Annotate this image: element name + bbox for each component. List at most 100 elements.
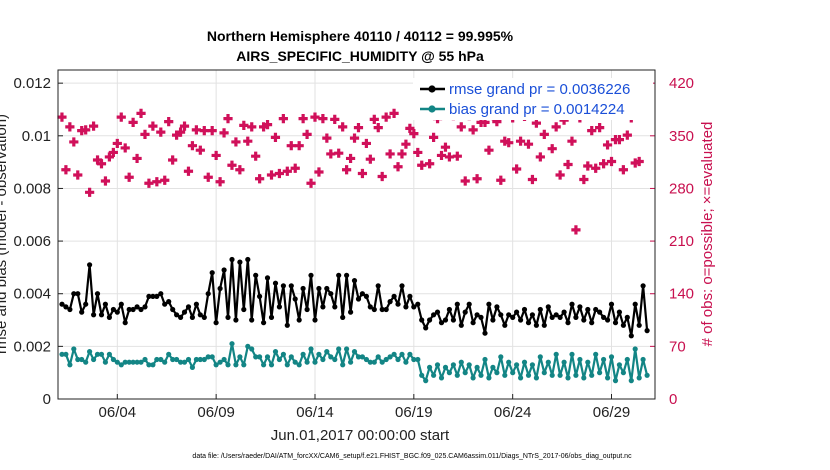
rmse-point — [225, 314, 231, 320]
rmse-point — [438, 320, 445, 326]
obs-count-point — [472, 174, 482, 184]
bias-point — [162, 359, 168, 365]
rmse-point — [264, 275, 271, 281]
bias-point — [565, 375, 571, 381]
bias-point — [624, 356, 630, 363]
data-file-footnote: data file: /Users/raeder/DAI/ATM_forcXX/… — [192, 453, 632, 460]
obs-count-point — [148, 121, 158, 131]
bias-point — [506, 359, 512, 365]
bias-point — [189, 364, 195, 370]
obs-count-point — [235, 165, 245, 175]
bias-point — [71, 346, 77, 352]
y-axis-right-label: # of obs: o=possible; ×=evaluated — [699, 122, 716, 347]
rmse-point — [237, 259, 243, 265]
obs-count-point — [215, 177, 225, 187]
rmse-point — [332, 304, 338, 310]
bias-point — [620, 370, 627, 376]
bias-point — [63, 351, 69, 357]
rmse-point — [268, 314, 275, 320]
rmse-point — [450, 317, 456, 323]
rmse-point — [363, 293, 369, 299]
obs-count-point — [266, 170, 277, 180]
obs-count-point — [322, 133, 332, 143]
rmse-point — [233, 317, 239, 323]
rmse-point — [241, 306, 247, 313]
obs-count-point — [310, 112, 320, 122]
rmse-point — [328, 291, 334, 297]
y-tick-label: 0.004 — [13, 286, 51, 303]
bias-point — [272, 349, 279, 355]
rmse-point — [189, 314, 195, 320]
obs-count-point — [345, 153, 356, 164]
obs-count-point — [294, 141, 304, 151]
bias-point — [217, 359, 223, 365]
obs-count-point — [298, 114, 308, 124]
obs-count-point — [61, 165, 71, 175]
bias-point — [474, 364, 480, 370]
obs-count-point — [622, 130, 632, 140]
bias-point — [193, 356, 199, 363]
obs-count-point — [199, 126, 209, 136]
obs-count-point — [120, 143, 130, 153]
obs-count-point — [353, 123, 364, 133]
bias-point — [628, 378, 634, 384]
bias-point — [470, 375, 476, 381]
rmse-point — [506, 312, 512, 318]
rmse-point — [59, 301, 65, 307]
obs-count-point — [417, 160, 427, 170]
rmse-point — [126, 306, 132, 313]
bias-point — [245, 343, 251, 349]
bias-point — [178, 359, 184, 365]
bias-point — [284, 362, 290, 368]
obs-count-point — [496, 175, 506, 185]
rmse-point — [640, 283, 646, 289]
bias-point — [387, 354, 393, 360]
rmse-point — [351, 278, 358, 284]
rmse-point — [446, 306, 452, 313]
obs-count-point — [460, 176, 470, 186]
rmse-point — [181, 309, 188, 315]
bias-point — [577, 356, 583, 363]
rmse-point — [391, 293, 397, 299]
legend-bias-marker — [428, 105, 436, 113]
obs-count-point — [618, 165, 628, 175]
x-tick-label: 06/29 — [593, 404, 631, 421]
obs-count-point — [239, 120, 249, 130]
bias-point — [181, 359, 188, 365]
rmse-point — [466, 301, 472, 307]
obs-count-point — [425, 159, 435, 169]
obs-count-point — [116, 112, 126, 122]
rmse-point — [545, 304, 551, 310]
bias-point — [585, 359, 591, 365]
bias-point — [510, 370, 516, 376]
bias-point — [379, 359, 385, 365]
obs-count-point — [191, 125, 201, 135]
obs-count-point — [587, 126, 597, 136]
rmse-point — [605, 317, 611, 323]
bias-point — [423, 378, 429, 384]
rmse-point — [209, 270, 215, 276]
bias-point — [67, 362, 73, 368]
rmse-point — [114, 309, 120, 315]
x-axis: 06/04 06/09 06/14 06/19 06/24 06/29 — [99, 394, 631, 421]
rmse-point — [474, 312, 480, 318]
legend-box — [413, 78, 653, 120]
bias-point — [561, 359, 567, 365]
bias-point — [431, 372, 437, 378]
y-axis-right: 0 70 140 210 280 350 420 — [650, 75, 694, 408]
obs-count-point — [251, 151, 261, 161]
rmse-point — [229, 256, 235, 263]
rmse-point — [75, 291, 81, 297]
bias-point — [142, 356, 148, 363]
obs-count-point — [606, 156, 617, 167]
obs-count-point — [258, 122, 269, 132]
legend-bias-label: bias grand pr = 0.0014224 — [449, 101, 625, 118]
bias-point — [593, 351, 599, 357]
rmse-point — [158, 291, 164, 297]
obs-count-point — [175, 127, 186, 137]
legend-rmse-label: rmse grand pr = 0.0036226 — [449, 81, 630, 98]
bias-point — [174, 356, 180, 363]
bias-point — [304, 359, 310, 365]
bias-point — [605, 375, 611, 381]
rmse-point — [359, 291, 365, 297]
